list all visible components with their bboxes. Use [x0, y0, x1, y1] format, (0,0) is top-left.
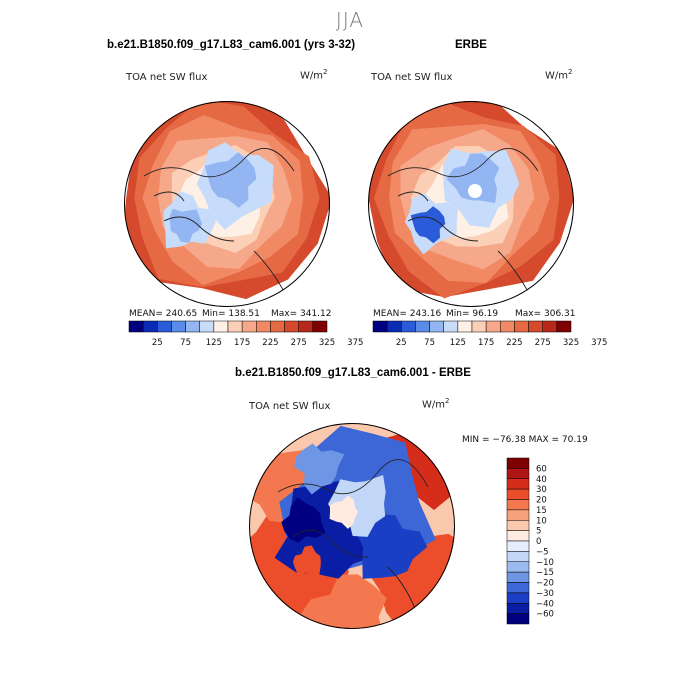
colorbar-swatch — [507, 614, 529, 624]
colorbar-swatch — [507, 510, 529, 520]
colorbar-tick-label: 375 — [591, 338, 607, 348]
colorbar-tick-label: 60 — [536, 464, 547, 474]
colorbar-swatch — [242, 321, 256, 332]
colorbar-tick-label: 15 — [536, 506, 547, 516]
colorbar-tick-label: 125 — [206, 338, 222, 348]
colorbar-swatch — [507, 562, 529, 572]
colorbar-tick-label: 325 — [563, 338, 579, 348]
colorbar-swatch — [313, 321, 327, 332]
colorbar-swatch — [387, 321, 401, 332]
panel1-min-stat: Min= 138.51 — [202, 309, 260, 319]
colorbar-swatch — [507, 468, 529, 478]
colorbar-tick-label: 25 — [396, 338, 407, 348]
colorbar-swatch — [507, 520, 529, 530]
colorbar-swatch — [507, 458, 529, 468]
colorbar-tick-label: −10 — [536, 558, 554, 568]
colorbar-tick-label: −20 — [536, 579, 554, 589]
panel3-units-label: W/m2 — [422, 397, 449, 410]
colorbar-tick-label: 40 — [536, 475, 547, 485]
colorbar-tick-label: 125 — [450, 338, 466, 348]
panel1-title: b.e21.B1850.f09_g17.L83_cam6.001 (yrs 3-… — [107, 39, 355, 51]
colorbar-swatch — [285, 321, 299, 332]
colorbar-swatch — [186, 321, 200, 332]
colorbar-swatch — [507, 531, 529, 541]
panel1-map — [124, 101, 330, 307]
colorbar-swatch — [157, 321, 171, 332]
panel2-title: ERBE — [455, 39, 487, 51]
panel2-map — [368, 101, 574, 307]
colorbar-tick-label: 275 — [291, 338, 307, 348]
colorbar-tick-label: 5 — [536, 527, 541, 537]
colorbar-swatch — [507, 479, 529, 489]
colorbar-tick-label: −30 — [536, 589, 554, 599]
colorbar-swatch — [401, 321, 415, 332]
colorbar-tick-label: 30 — [536, 485, 547, 495]
colorbar-tick-label: −60 — [536, 610, 554, 620]
colorbar-swatch — [507, 541, 529, 551]
colorbar-swatch — [129, 321, 143, 332]
colorbar-swatch — [444, 321, 458, 332]
colorbar-tick-label: 275 — [535, 338, 551, 348]
colorbar-tick-label: 325 — [319, 338, 335, 348]
panel1-field-label: TOA net SW flux — [126, 72, 207, 83]
panel2-field-label: TOA net SW flux — [371, 72, 452, 83]
colorbar-swatch — [256, 321, 270, 332]
colorbar-tick-label: 175 — [234, 338, 250, 348]
colorbar-swatch — [507, 603, 529, 613]
colorbar-tick-label: −40 — [536, 599, 554, 609]
colorbar-swatch — [507, 572, 529, 582]
panel2-colorbar: 25 75 125 175 225 275 325 375 — [373, 321, 571, 349]
panel2-max-stat: Max= 306.31 — [515, 309, 576, 319]
panel3-field-label: TOA net SW flux — [249, 401, 330, 412]
colorbar-swatch — [507, 551, 529, 561]
colorbar-swatch — [500, 321, 514, 332]
panel1-mean-stat: MEAN= 240.65 — [129, 309, 197, 319]
colorbar-swatch — [507, 583, 529, 593]
colorbar-swatch — [507, 489, 529, 499]
colorbar-swatch — [458, 321, 472, 332]
colorbar-tick-label: −15 — [536, 568, 554, 578]
colorbar-tick-label: 175 — [478, 338, 494, 348]
colorbar-swatch — [507, 593, 529, 603]
panel3-map — [248, 422, 456, 630]
colorbar-tick-label: 25 — [152, 338, 163, 348]
colorbar-tick-label: 20 — [536, 496, 547, 506]
colorbar-swatch — [270, 321, 284, 332]
panel1-colorbar: 25 75 125 175 225 275 325 375 — [129, 321, 327, 349]
panel2-min-stat: Min= 96.19 — [446, 309, 498, 319]
colorbar-swatch — [557, 321, 571, 332]
colorbar-swatch — [543, 321, 557, 332]
colorbar-swatch — [200, 321, 214, 332]
colorbar-swatch — [171, 321, 185, 332]
colorbar-tick-label: 0 — [536, 537, 541, 547]
season-title: JJA — [0, 8, 700, 32]
colorbar-swatch — [472, 321, 486, 332]
colorbar-swatch — [486, 321, 500, 332]
colorbar-swatch — [143, 321, 157, 332]
panel3-minmax-stat: MIN = −76.38 MAX = 70.19 — [462, 435, 588, 445]
colorbar-tick-label: 225 — [262, 338, 278, 348]
colorbar-swatch — [529, 321, 543, 332]
colorbar-tick-label: 10 — [536, 516, 547, 526]
colorbar-tick-label: 75 — [424, 338, 435, 348]
colorbar-swatch — [299, 321, 313, 332]
panel1-max-stat: Max= 341.12 — [271, 309, 332, 319]
colorbar-swatch — [415, 321, 429, 332]
colorbar-swatch — [373, 321, 387, 332]
colorbar-swatch — [514, 321, 528, 332]
colorbar-tick-label: 225 — [506, 338, 522, 348]
colorbar-swatch — [430, 321, 444, 332]
colorbar-swatch — [507, 500, 529, 510]
colorbar-tick-label: 375 — [347, 338, 363, 348]
panel2-units-label: W/m2 — [545, 68, 572, 81]
colorbar-swatch — [214, 321, 228, 332]
pole-hole — [468, 184, 482, 198]
colorbar-swatch — [228, 321, 242, 332]
colorbar-tick-label: −5 — [536, 547, 549, 557]
panel2-mean-stat: MEAN= 243.16 — [373, 309, 441, 319]
panel3-title: b.e21.B1850.f09_g17.L83_cam6.001 - ERBE — [235, 367, 471, 379]
colorbar-tick-label: 75 — [180, 338, 191, 348]
panel1-units-label: W/m2 — [300, 68, 327, 81]
